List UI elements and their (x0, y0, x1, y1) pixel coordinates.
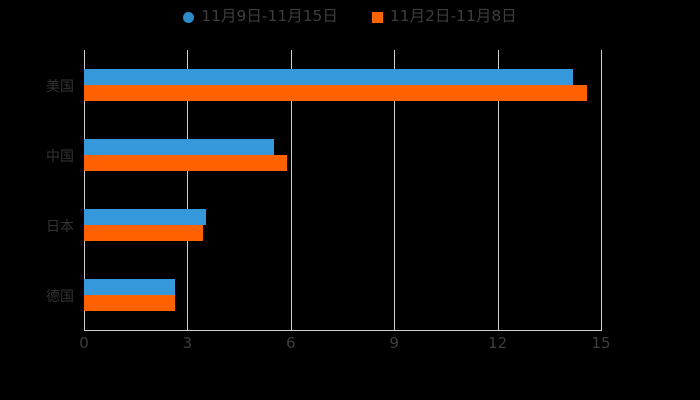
category-label-德国: 德国 (46, 289, 74, 305)
bar-中国-series-1[interactable] (84, 139, 274, 155)
bar-日本-series-2[interactable] (84, 225, 203, 241)
legend-item-series-1[interactable]: 11月9日-11月15日 (183, 9, 338, 25)
category-label-美国: 美国 (46, 79, 74, 95)
bar-中国-series-2[interactable] (84, 155, 288, 171)
chart-legend: 11月9日-11月15日 11月2日-11月8日 (0, 4, 700, 30)
legend-square-marker-icon (371, 11, 383, 23)
bar-日本-series-1[interactable] (84, 209, 207, 225)
x-tick-mark-0 (84, 322, 85, 330)
bar-美国-series-1[interactable] (84, 69, 574, 85)
gridline-12 (497, 50, 499, 330)
bar-美国-series-2[interactable] (84, 85, 588, 101)
legend-circle-marker-icon (183, 11, 195, 23)
x-tick-mark-3 (187, 322, 189, 330)
gridline-9 (394, 50, 396, 330)
gridline-15 (601, 50, 602, 330)
x-tick-label-3: 3 (182, 334, 193, 352)
gridline-6 (290, 50, 292, 330)
x-tick-mark-15 (601, 322, 602, 330)
x-tick-mark-6 (290, 322, 292, 330)
gridline-0 (84, 50, 85, 330)
x-tick-label-15: 15 (591, 334, 611, 352)
x-tick-mark-9 (394, 322, 396, 330)
x-tick-label-9: 9 (389, 334, 399, 352)
x-tick-label-12: 12 (488, 334, 508, 352)
category-label-中国: 中国 (46, 149, 74, 165)
category-label-日本: 日本 (46, 219, 74, 235)
legend-label-series-2: 11月2日-11月8日 (389, 7, 517, 26)
legend-item-series-2[interactable]: 11月2日-11月8日 (371, 7, 517, 26)
x-tick-mark-12 (497, 322, 499, 330)
x-tick-label-0: 0 (79, 334, 89, 352)
x-tick-label-6: 6 (286, 334, 296, 352)
bar-德国-series-2[interactable] (84, 295, 176, 311)
bar-德国-series-1[interactable] (84, 279, 176, 295)
plot-area (84, 50, 602, 330)
x-axis-line (84, 330, 602, 331)
legend-label-series-1: 11月9日-11月15日 (201, 7, 338, 26)
gridline-3 (187, 50, 189, 330)
